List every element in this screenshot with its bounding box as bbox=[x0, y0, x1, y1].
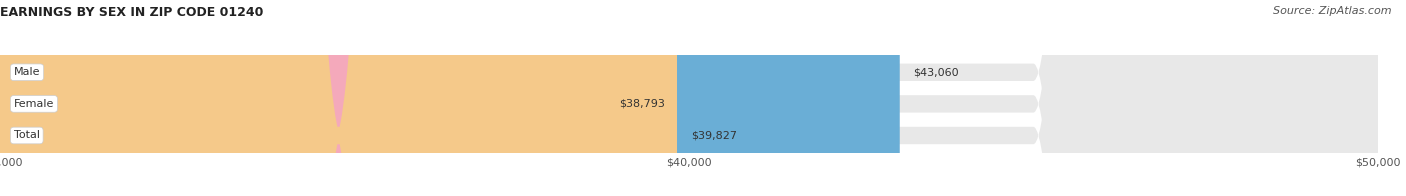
FancyBboxPatch shape bbox=[0, 0, 678, 196]
Text: Male: Male bbox=[14, 67, 41, 77]
Text: Female: Female bbox=[14, 99, 55, 109]
Text: Source: ZipAtlas.com: Source: ZipAtlas.com bbox=[1274, 6, 1392, 16]
Text: $43,060: $43,060 bbox=[914, 67, 959, 77]
Text: Total: Total bbox=[14, 131, 39, 141]
Text: $39,827: $39,827 bbox=[690, 131, 737, 141]
FancyBboxPatch shape bbox=[0, 0, 900, 196]
Text: $38,793: $38,793 bbox=[620, 99, 665, 109]
FancyBboxPatch shape bbox=[0, 0, 606, 196]
Text: EARNINGS BY SEX IN ZIP CODE 01240: EARNINGS BY SEX IN ZIP CODE 01240 bbox=[0, 6, 263, 19]
